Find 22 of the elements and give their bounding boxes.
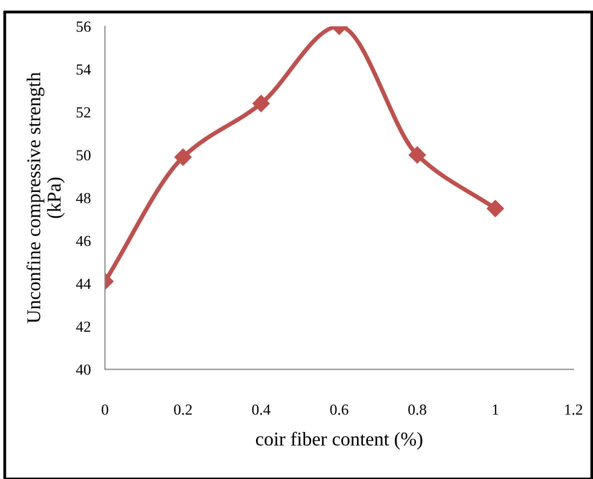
x-tick-label: 1 [492, 404, 498, 415]
y-tick-label: 40 [76, 364, 90, 375]
y-tick-label: 52 [76, 107, 90, 118]
x-tick-label: 0.2 [174, 404, 192, 415]
x-tick-label: 0.8 [408, 404, 426, 415]
point [408, 146, 426, 164]
x-tick-label: 0.6 [330, 404, 348, 415]
point [252, 94, 270, 112]
y-tick-label: 44 [76, 278, 91, 289]
y-tick-label: 50 [76, 150, 90, 160]
x-tick-label: 1.2 [565, 404, 582, 415]
y-axis-title: Unconfine compressive strength (kPa) [26, 72, 65, 324]
y-tick-label: 46 [76, 236, 91, 246]
y-tick-label: 56 [76, 22, 91, 32]
x-tick-label: 0.4 [252, 404, 270, 415]
point [486, 200, 504, 218]
x-axis-title: coir fiber content (%) [256, 432, 422, 450]
y-tick-label: 48 [76, 192, 90, 204]
y-tick-label: 42 [76, 322, 90, 332]
point [174, 148, 192, 166]
y-tick-label: 54 [76, 64, 91, 75]
x-tick-label: 0 [102, 404, 108, 415]
